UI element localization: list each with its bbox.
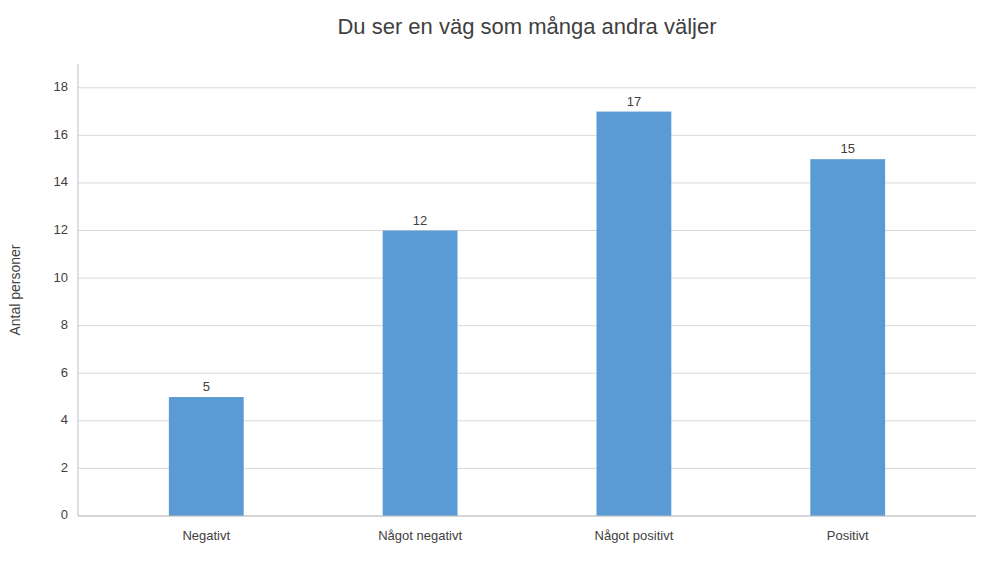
grid-line <box>78 135 976 136</box>
bar <box>810 159 885 516</box>
y-tick-label: 18 <box>54 79 68 94</box>
y-ticks: 0 2 4 6 8 10 12 14 16 18 <box>54 79 68 522</box>
y-tick-label: 6 <box>61 365 68 380</box>
bar <box>383 231 458 516</box>
data-label: 17 <box>627 94 641 109</box>
y-tick-label: 4 <box>61 412 68 427</box>
data-labels: 5 12 17 15 <box>203 94 855 394</box>
x-tick-label: Negativt <box>182 528 230 543</box>
grid-line <box>78 516 976 517</box>
chart-title: Du ser en väg som många andra väljer <box>337 14 716 39</box>
data-label: 12 <box>413 213 427 228</box>
y-tick-label: 2 <box>61 460 68 475</box>
y-tick-label: 12 <box>54 222 68 237</box>
data-label: 5 <box>203 379 210 394</box>
y-tick-label: 10 <box>54 270 68 285</box>
bar <box>169 397 244 516</box>
chart-container: Du ser en väg som många andra väljer Anta… <box>0 0 1006 568</box>
y-axis-label: Antal personer <box>7 244 23 335</box>
x-ticks: Negativt Något negativt Något positivt Posi… <box>182 528 869 543</box>
data-label: 15 <box>840 141 854 156</box>
x-tick-label: Något positivt <box>595 528 674 543</box>
x-tick-label: Positivt <box>827 528 869 543</box>
y-tick-label: 16 <box>54 127 68 142</box>
bar <box>596 112 671 516</box>
y-tick-label: 8 <box>61 317 68 332</box>
chart-svg: Du ser en väg som många andra väljer Anta… <box>0 0 1006 568</box>
y-tick-label: 0 <box>61 507 68 522</box>
x-tick-label: Något negativt <box>378 528 462 543</box>
grid-line <box>78 87 976 88</box>
y-tick-label: 14 <box>54 174 68 189</box>
x-axis-line <box>78 516 976 517</box>
y-axis-line <box>78 64 79 516</box>
bars <box>169 112 885 516</box>
grid <box>78 88 976 516</box>
